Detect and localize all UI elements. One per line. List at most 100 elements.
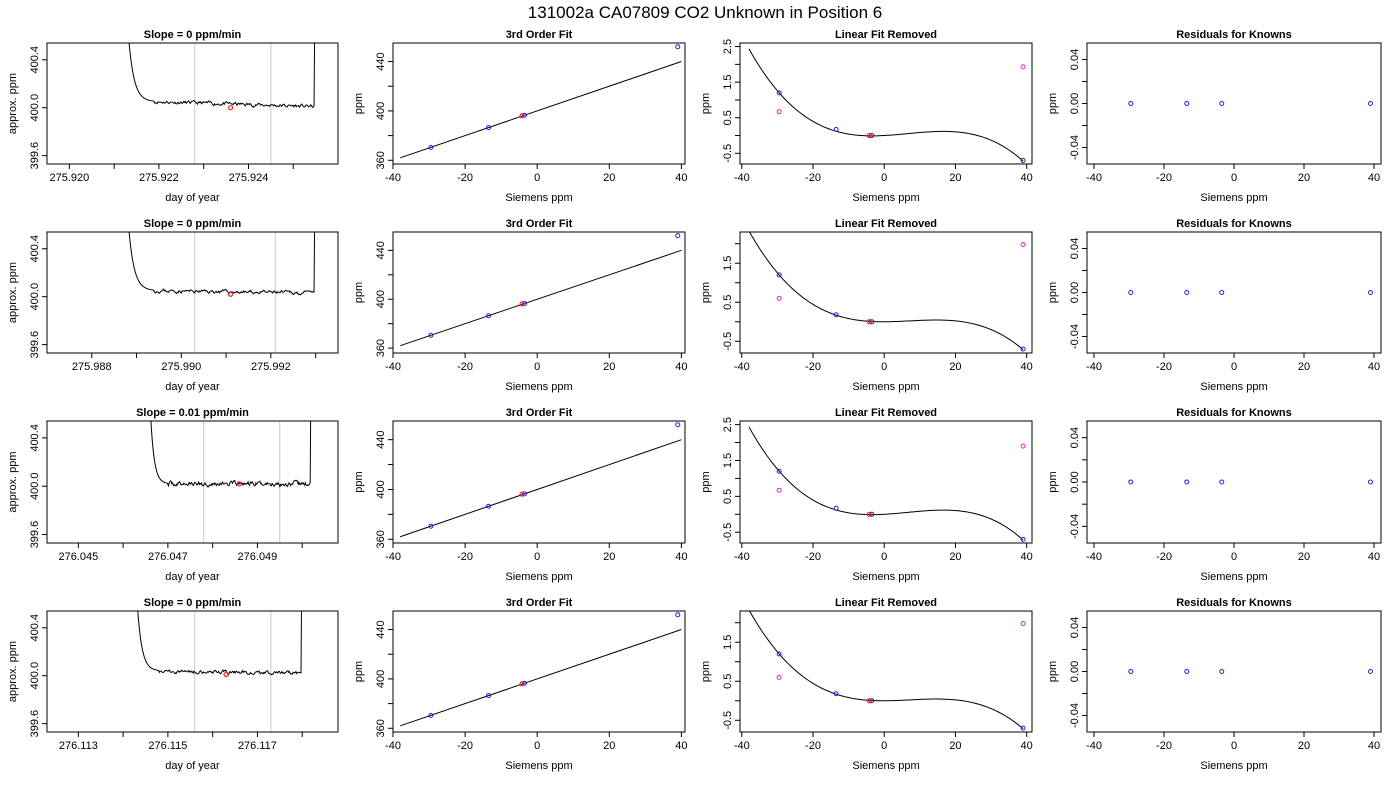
- x-tick-label: 20: [949, 172, 961, 184]
- y-tick-label: 0.04: [1069, 617, 1081, 638]
- y-axis-label: ppm: [353, 93, 365, 114]
- plot-frame: [46, 231, 339, 354]
- plot-area: [748, 611, 1026, 731]
- known-point: [1020, 725, 1026, 731]
- x-tick-label: 0: [1231, 361, 1237, 373]
- x-tick-label: 276.049: [238, 551, 278, 563]
- x-tick-label: 275.992: [251, 361, 291, 373]
- known-point: [522, 301, 528, 306]
- known-point: [675, 612, 681, 618]
- known-point: [1184, 669, 1190, 674]
- y-axis-label: ppm: [353, 471, 365, 492]
- plot-frame: [1086, 42, 1382, 165]
- x-tick-label: -20: [1156, 361, 1172, 373]
- x-tick-label: 40: [675, 551, 687, 563]
- panel-r3-c2: 3rd Order Fit -40 -20 0 20 40 360 400 440 Siemens…: [353, 407, 688, 583]
- unknown-point: [519, 301, 525, 307]
- plot-frame: [392, 42, 686, 165]
- x-tick-label: 40: [1021, 172, 1033, 184]
- known-point: [486, 313, 492, 319]
- x-tick-label: 0: [534, 172, 540, 184]
- unknown-point: [866, 511, 872, 517]
- x-axis-label: day of year: [165, 760, 220, 772]
- x-tick-label: 40: [675, 361, 687, 373]
- unknown-point: [519, 491, 525, 497]
- y-tick-label: 0.00: [1069, 282, 1081, 303]
- known-point: [1219, 101, 1225, 106]
- known-point: [675, 233, 681, 239]
- x-tick-label: -20: [457, 551, 473, 563]
- unknown-point: [227, 105, 234, 111]
- x-tick-label: -40: [385, 740, 401, 752]
- unknown-point: [866, 132, 872, 139]
- y-tick-label: 400.0: [29, 283, 41, 311]
- x-tick-label: -40: [734, 361, 750, 373]
- x-tick-label: 40: [675, 172, 687, 184]
- known-point: [833, 126, 839, 132]
- x-tick-label: 20: [1298, 361, 1310, 373]
- known-point: [675, 422, 681, 428]
- plot-area: [128, 232, 316, 297]
- x-tick-label: 275.990: [161, 361, 201, 373]
- x-tick-label: -40: [734, 551, 750, 563]
- panel-r2-c1: Slope = 0 ppm/min 275.988 275.990 275.992 39…: [7, 218, 339, 393]
- x-tick-label: 276.113: [59, 740, 98, 752]
- x-tick-label: 40: [675, 740, 687, 752]
- concentration-trace: [128, 43, 316, 109]
- x-axis-label: Siemens ppm: [505, 192, 572, 204]
- x-axis-label: Siemens ppm: [1200, 381, 1267, 393]
- x-tick-label: 0: [534, 361, 540, 373]
- x-tick-label: -20: [805, 172, 821, 184]
- plot-frame: [46, 42, 339, 165]
- y-tick-label: -0.04: [1069, 324, 1081, 349]
- y-tick-label: 1.5: [722, 453, 734, 468]
- unknown-point: [866, 698, 872, 704]
- panel-r3-c4: Residuals for Knowns -40 -20 0 20 40 -0.04 0.00…: [1047, 407, 1382, 583]
- linear-residual-point: [1020, 620, 1026, 626]
- y-axis-label: approx. ppm: [7, 641, 19, 702]
- panel-r1-c4: Residuals for Knowns -40 -20 0 20 40 -0.04 0.00…: [1047, 29, 1382, 204]
- known-point: [428, 712, 434, 718]
- y-tick-label: 0.00: [1069, 471, 1081, 492]
- plot-frame: [392, 610, 686, 733]
- y-tick-label: 0.00: [1069, 93, 1081, 114]
- y-axis-label: approx. ppm: [7, 73, 19, 134]
- y-tick-label: -0.5: [722, 711, 734, 730]
- y-tick-label: 440: [375, 52, 387, 70]
- y-tick-label: 360: [375, 530, 387, 548]
- known-point: [776, 90, 782, 96]
- known-point: [1368, 669, 1373, 674]
- plot-frame: [392, 420, 686, 544]
- panel-title: Residuals for Knowns: [1176, 29, 1292, 41]
- x-axis-label: Siemens ppm: [852, 381, 919, 393]
- known-point: [1219, 479, 1225, 485]
- unknown-point: [227, 291, 234, 297]
- panel-title: 3rd Order Fit: [506, 218, 573, 230]
- x-tick-label: -20: [805, 740, 821, 752]
- known-point: [1128, 669, 1134, 674]
- panel-title: Slope = 0.01 ppm/min: [136, 407, 249, 419]
- x-tick-label: 276.115: [148, 740, 187, 752]
- y-tick-label: 0.5: [722, 674, 734, 689]
- panel-r2-c3: Linear Fit Removed -40 -20 0 20 40 -0.5 0.5 1.5 S…: [700, 218, 1033, 393]
- y-tick-label: 1.5: [722, 74, 734, 89]
- y-tick-label: 400.0: [29, 662, 41, 690]
- known-point: [675, 44, 681, 50]
- x-tick-label: 40: [1368, 551, 1380, 563]
- x-tick-label: 20: [1298, 740, 1310, 752]
- x-tick-label: -40: [385, 551, 401, 563]
- known-point: [428, 144, 434, 150]
- y-axis-label: ppm: [700, 661, 712, 682]
- panel-title: Linear Fit Removed: [835, 29, 937, 41]
- known-point: [428, 332, 434, 338]
- known-point: [1184, 101, 1190, 106]
- panel-title: Residuals for Knowns: [1176, 407, 1292, 419]
- linear-residual-point: [1020, 241, 1026, 247]
- known-point: [1368, 101, 1373, 106]
- known-point: [1368, 290, 1373, 295]
- x-tick-label: -40: [385, 172, 401, 184]
- x-axis-label: Siemens ppm: [1200, 760, 1267, 772]
- known-point: [1368, 479, 1373, 485]
- x-tick-label: 275.920: [50, 172, 90, 184]
